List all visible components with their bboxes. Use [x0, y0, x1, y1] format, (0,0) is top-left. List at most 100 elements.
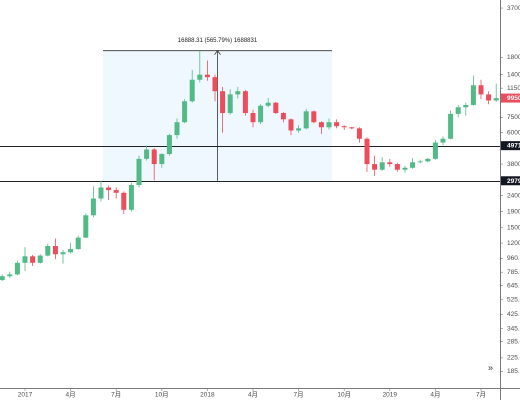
hline-label: 2979	[507, 178, 520, 185]
candle-body	[303, 111, 309, 129]
candle-body	[440, 138, 446, 143]
y-tick-label: 185.0	[507, 368, 520, 375]
candle-body	[265, 102, 271, 106]
candle-body	[387, 162, 393, 165]
x-tick-label: 2019	[383, 392, 398, 399]
candle-body	[14, 262, 20, 275]
candle-body	[372, 164, 378, 170]
candle-body	[166, 135, 172, 155]
candle-body	[470, 85, 476, 105]
candle-body	[106, 187, 112, 191]
x-tick-label: 2017	[18, 392, 33, 399]
candle-body	[349, 127, 355, 129]
candle-body	[364, 138, 370, 165]
candle-body	[356, 128, 362, 139]
candle-body	[83, 215, 89, 238]
y-tick-label: 11500	[507, 85, 520, 92]
candle-body	[273, 102, 279, 114]
candle-body	[151, 149, 157, 165]
candle-body	[235, 91, 241, 95]
candle-body	[113, 190, 119, 193]
y-tick-label: 225.0	[507, 355, 520, 362]
y-tick-label: 645.0	[507, 282, 520, 289]
y-tick-label: 960.0	[507, 255, 520, 262]
candle-body	[463, 104, 469, 108]
candle-body	[280, 113, 286, 120]
candle-body	[220, 91, 226, 114]
y-tick-label: 1200	[507, 240, 520, 247]
hline-label-box	[501, 141, 520, 151]
candle-body	[478, 85, 484, 95]
candle-body	[204, 74, 210, 78]
last-price-label: 9950	[507, 95, 520, 102]
x-tick-label: 7月	[476, 391, 486, 399]
y-tick-label: 785.0	[507, 269, 520, 276]
x-tick-label: 7月	[294, 391, 304, 399]
candle-body	[493, 98, 499, 101]
candle-body	[318, 122, 324, 128]
last-price-label-box	[501, 93, 520, 103]
candle-body	[410, 162, 416, 168]
x-tick-label: 10月	[155, 391, 169, 399]
y-tick-label: 6000	[507, 129, 520, 136]
candle-body	[448, 113, 454, 139]
candle-body	[227, 94, 233, 114]
candle-body	[182, 101, 188, 123]
candle-body	[52, 246, 58, 255]
candle-body	[250, 113, 256, 123]
candle-body	[121, 192, 127, 210]
candle-body	[212, 77, 218, 92]
x-tick-label: 4月	[66, 391, 76, 399]
y-tick-label: 425.0	[507, 311, 520, 318]
y-tick-label: 14000	[507, 71, 520, 78]
plot-area: 16888.31 (565.79%) 1688831	[0, 38, 500, 282]
candle-body	[22, 256, 28, 263]
candle-body	[197, 74, 203, 80]
candle-body	[455, 107, 461, 114]
candle-body	[174, 122, 180, 136]
candle-body	[334, 122, 340, 127]
x-tick-label: 7月	[111, 391, 121, 399]
x-tick-label: 10月	[337, 391, 351, 399]
candle-body	[144, 149, 150, 159]
candle-body	[7, 274, 13, 277]
candle-body	[128, 185, 134, 210]
x-tick-label: 2018	[200, 392, 215, 399]
candle-body	[486, 94, 492, 101]
hline-label-box	[501, 176, 520, 186]
candle-body	[30, 256, 36, 263]
y-tick-label: 345.0	[507, 325, 520, 332]
y-tick-label: 7500	[507, 114, 520, 121]
hline-label: 4971	[507, 143, 520, 150]
y-tick-label: 285.0	[507, 338, 520, 345]
candle-body	[432, 142, 438, 159]
x-tick-label: 4月	[430, 391, 440, 399]
scroll-icon[interactable]: »	[488, 362, 493, 372]
candle-body	[75, 237, 81, 250]
candle-body	[394, 164, 400, 170]
y-tick-label: 1900	[507, 208, 520, 215]
candle-body	[98, 187, 104, 199]
candle-body	[417, 161, 423, 163]
measure-label: 16888.31 (565.79%) 1688831	[178, 38, 258, 44]
candle-body	[379, 162, 385, 170]
candle-body	[37, 255, 43, 263]
candle-body	[159, 154, 165, 165]
candle-body	[60, 252, 66, 255]
y-tick-label: 3800	[507, 161, 520, 168]
candle-body	[258, 105, 264, 123]
candle-body	[311, 111, 317, 123]
measure-arrow-head	[214, 50, 221, 55]
candle-body	[341, 126, 347, 128]
candle-body	[136, 158, 142, 186]
candle-body	[0, 276, 5, 281]
y-tick-label: 37000	[507, 5, 520, 12]
candle-body	[296, 128, 302, 131]
x-tick-label: 4月	[248, 391, 258, 399]
candle-body	[326, 122, 332, 128]
y-tick-label: 2400	[507, 192, 520, 199]
candle-body	[425, 158, 431, 162]
